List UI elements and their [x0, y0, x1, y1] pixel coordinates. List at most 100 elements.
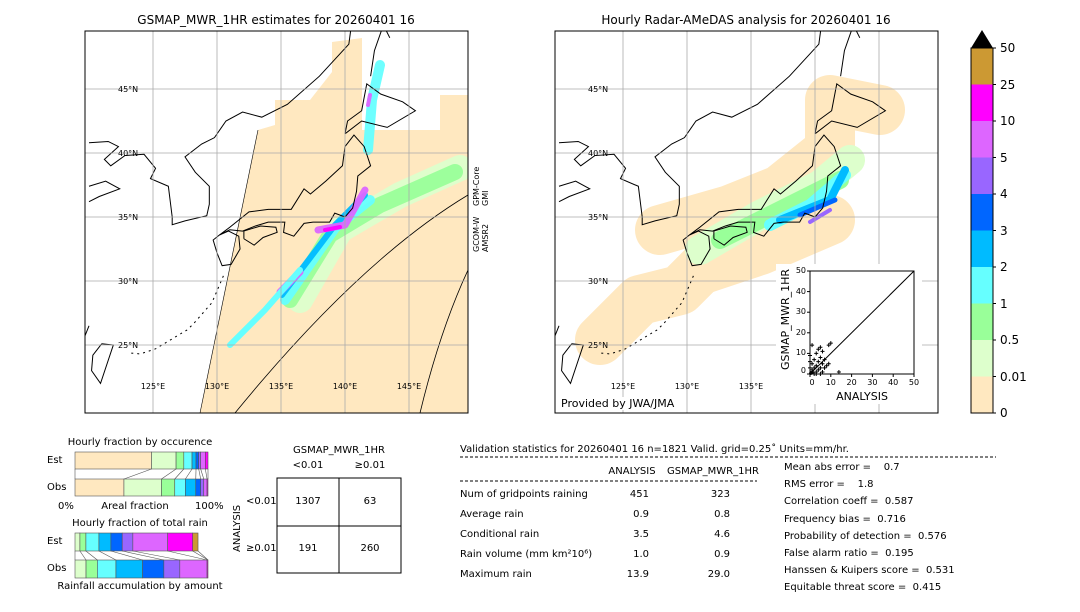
- colorbar-segment: [971, 267, 993, 304]
- stats-col-header: GSMAP_MWR_1HR: [667, 466, 759, 477]
- rainfrac-xlabel: Rainfall accumulation by amount: [57, 581, 223, 592]
- coastline: [219, 134, 372, 237]
- sat-sensor: AMSR2: [481, 223, 490, 252]
- colorbar-label: 5: [1000, 150, 1008, 165]
- coastline: [713, 225, 748, 246]
- sat-sensor: GMI: [481, 190, 490, 206]
- scatter-ytick-label: 50: [795, 266, 806, 275]
- map-content: [85, 31, 468, 413]
- scatter-point: [822, 357, 827, 362]
- lon-label: 145°E: [396, 382, 422, 391]
- colorbar-segment: [971, 121, 993, 158]
- swath-edge-line: [234, 194, 468, 413]
- bar-connector: [198, 468, 201, 480]
- colorbar-segment: [971, 340, 993, 377]
- bar-connector: [110, 550, 143, 561]
- occurrence-xmax: 100%: [195, 501, 224, 512]
- stats-row-label: Average rain: [460, 509, 524, 520]
- scatter-xtick-label: 10: [825, 378, 836, 387]
- coastline: [91, 343, 114, 385]
- bar-segment: [74, 451, 152, 470]
- bar-segment: [79, 532, 87, 552]
- colorbar-label: 1: [1000, 296, 1008, 311]
- stats-row-label: Conditional rain: [460, 529, 540, 540]
- colorbar-label: 0.5: [1000, 333, 1020, 347]
- stats-analysis-value: 1.0: [633, 549, 649, 560]
- colorbar-label: 50: [1000, 41, 1016, 55]
- bar-connector: [200, 468, 205, 480]
- scatter-point: [808, 359, 812, 364]
- stats-col-header: ANALYSIS: [608, 466, 656, 477]
- scatter-point: [820, 361, 825, 366]
- stats-row-label: Rain volume (mm km²10⁶): [460, 549, 593, 560]
- rain-area: [366, 93, 372, 107]
- scatter-xtick-label: 30: [867, 378, 878, 387]
- bar-connector: [123, 468, 152, 480]
- scatter-point: [824, 363, 829, 368]
- bar-connector: [185, 468, 193, 480]
- scatter-xtick-label: 0: [809, 378, 815, 387]
- scatter-point: [818, 365, 823, 370]
- bar-segment: [74, 532, 81, 552]
- left-map-title: GSMAP_MWR_1HR estimates for 20260401 16: [137, 13, 415, 27]
- lon-label: 125°E: [610, 382, 636, 391]
- lat-label: 25°N: [118, 341, 139, 350]
- scatter-xlabel: ANALYSIS: [836, 390, 888, 403]
- scatter-point: [822, 365, 827, 370]
- data-credit: Provided by JWA/JMA: [561, 397, 675, 410]
- lon-label: 135°E: [268, 382, 294, 391]
- scatter-point: [812, 357, 817, 362]
- bar-connector: [161, 468, 177, 480]
- bar-segment: [115, 559, 143, 579]
- one-to-one-line: [809, 270, 915, 375]
- coastline: [85, 325, 90, 338]
- coastline: [682, 230, 711, 267]
- bar-segment: [205, 451, 209, 470]
- stats-analysis-value: 451: [629, 489, 649, 500]
- coastline: [840, 31, 861, 77]
- lon-label: 130°E: [674, 382, 700, 391]
- bar-segment: [97, 559, 117, 579]
- colorbar-label: 25: [1000, 77, 1016, 92]
- bar-segment: [123, 478, 162, 497]
- scatter-point: [810, 343, 815, 348]
- stats-score: Frequency bias = 0.716: [784, 513, 906, 525]
- bar-connector: [192, 550, 209, 561]
- rain-area: [808, 208, 832, 224]
- bar-connector: [205, 468, 208, 480]
- scatter-point: [816, 367, 821, 372]
- stats-score: Hanssen & Kuipers score = 0.531: [784, 565, 955, 577]
- coastline: [88, 180, 121, 203]
- bar-segment: [142, 559, 165, 579]
- bar-segment: [200, 451, 206, 470]
- right-map: [554, 30, 939, 414]
- sat-name: GCOM-W: [472, 216, 481, 252]
- stats-analysis-value: 13.9: [626, 569, 649, 580]
- rain-area: [797, 197, 838, 218]
- stats-score: Probability of detection = 0.576: [784, 530, 947, 542]
- scatter-ylabel: GSMAP_MWR_1HR: [779, 268, 792, 370]
- stats-gsmap-value: 29.0: [707, 569, 730, 580]
- rainfrac-est-label: Est: [47, 536, 63, 547]
- bar-connector: [122, 550, 164, 561]
- bar-segment: [161, 478, 176, 497]
- coastline: [558, 180, 591, 203]
- lon-label: 135°E: [738, 382, 764, 391]
- contingency-col-title: GSMAP_MWR_1HR: [293, 445, 385, 456]
- scatter-point: [809, 370, 814, 375]
- lon-label: 140°E: [332, 382, 358, 391]
- bar-segment: [85, 559, 98, 579]
- right-map-title: Hourly Radar-AMeDAS analysis for 2026040…: [601, 13, 891, 27]
- lon-label: 130°E: [204, 382, 230, 391]
- contingency-row-label: <0.01: [246, 496, 277, 507]
- scatter-point: [814, 351, 819, 356]
- rainfrac-obs-label: Obs: [47, 563, 67, 574]
- bar-segment: [179, 559, 208, 579]
- occurrence-xmin: 0%: [58, 501, 74, 512]
- stats-score: RMS error = 1.8: [784, 479, 874, 491]
- bar-connector: [98, 550, 117, 561]
- lat-label: 30°N: [588, 277, 609, 286]
- contingency-row-label: ≥0.01: [246, 543, 277, 554]
- scatter-point: [808, 353, 812, 358]
